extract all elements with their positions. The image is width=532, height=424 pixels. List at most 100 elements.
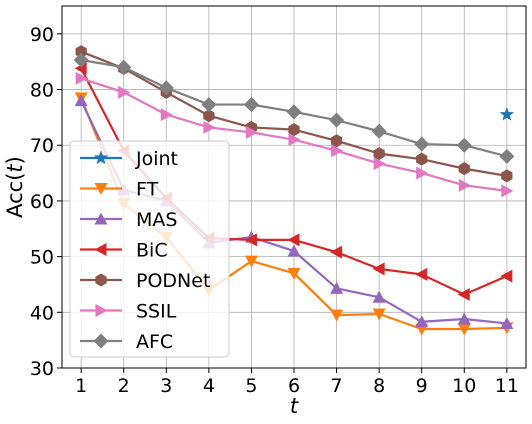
- legend-item-joint: Joint: [80, 148, 178, 170]
- legend-marker-mas: [94, 212, 108, 225]
- data-point-ssil: [245, 125, 258, 139]
- data-point-ft: [287, 267, 301, 280]
- data-point-mas: [287, 244, 301, 257]
- x-tick-label: 7: [331, 375, 343, 397]
- data-point-ssil: [118, 85, 131, 99]
- data-point-ft: [457, 323, 471, 336]
- y-tick-label: 30: [30, 358, 54, 380]
- data-point-ssil: [160, 108, 173, 122]
- y-axis: 30 40 50 60 70 80 90: [30, 24, 62, 380]
- data-point-ssil: [288, 133, 301, 147]
- data-point-afc: [414, 136, 430, 152]
- series-afc: [73, 52, 515, 164]
- data-point-ft: [372, 308, 386, 321]
- x-tick-label: 1: [75, 375, 87, 397]
- data-point-mas: [372, 290, 386, 303]
- legend-label-afc: AFC: [136, 331, 173, 353]
- data-point-ft: [244, 255, 258, 268]
- x-tick-label: 2: [118, 375, 130, 397]
- data-point-afc: [286, 104, 302, 120]
- data-point-podnet: [75, 45, 87, 59]
- data-point-bic: [330, 245, 343, 259]
- x-tick-label: 5: [245, 375, 257, 397]
- legend-marker-podnet: [95, 273, 107, 287]
- data-point-afc: [499, 148, 515, 164]
- x-tick-label: 11: [495, 375, 519, 397]
- data-point-bic: [244, 233, 257, 247]
- data-point-podnet: [373, 147, 385, 161]
- legend-marker-ssil: [95, 304, 108, 317]
- x-tick-label: 8: [373, 375, 385, 397]
- data-point-ssil: [416, 166, 429, 180]
- data-point-ssil: [458, 178, 471, 192]
- data-point-podnet: [288, 123, 300, 137]
- x-tick-label: 3: [160, 375, 172, 397]
- legend-label-ft: FT: [136, 179, 159, 201]
- data-point-bic: [457, 287, 470, 301]
- series-ssil: [75, 71, 514, 198]
- data-point-ssil: [331, 144, 344, 158]
- data-point-podnet: [416, 152, 428, 166]
- legend-item-afc: AFC: [80, 331, 173, 353]
- legend-item-podnet: PODNet: [80, 270, 210, 292]
- data-point-ft: [330, 309, 344, 322]
- data-point-bic: [415, 267, 428, 281]
- y-tick-label: 60: [30, 191, 54, 213]
- y-axis-label-prefix: Acc(: [3, 173, 27, 218]
- legend-marker-joint: [93, 150, 109, 165]
- legend-item-ssil: SSIL: [80, 301, 177, 323]
- legend-frame: [69, 140, 230, 358]
- data-point-podnet: [330, 134, 343, 148]
- data-point-joint: [499, 107, 514, 121]
- y-tick-label: 50: [30, 247, 54, 269]
- data-point-afc: [329, 112, 345, 128]
- y-tick-label: 80: [30, 80, 54, 102]
- legend-item-bic: BiC: [80, 240, 168, 262]
- y-tick-label: 90: [30, 24, 54, 46]
- data-point-podnet: [458, 162, 470, 176]
- y-axis-label-suffix: ): [3, 156, 27, 164]
- data-point-ssil: [75, 71, 88, 85]
- data-point-mas: [74, 94, 88, 107]
- data-point-afc: [456, 137, 472, 153]
- data-point-bic: [500, 269, 513, 283]
- data-point-podnet: [203, 109, 215, 123]
- data-point-bic: [372, 262, 385, 276]
- x-tick-label: 4: [203, 375, 215, 397]
- legend-label-mas: MAS: [136, 209, 177, 231]
- y-axis-label: Acc(t): [3, 156, 27, 218]
- data-point-bic: [74, 61, 87, 75]
- y-tick-label: 40: [30, 302, 54, 324]
- y-tick-label: 70: [30, 135, 54, 157]
- data-point-mas: [415, 315, 429, 328]
- x-tick-label: 6: [288, 375, 300, 397]
- data-point-ssil: [203, 120, 216, 134]
- x-tick-label: 9: [416, 375, 428, 397]
- y-axis-label-variable: t: [3, 164, 27, 173]
- legend-label-joint: Joint: [135, 148, 178, 170]
- legend-item-ft: FT: [80, 179, 159, 201]
- legend-label-ssil: SSIL: [136, 301, 177, 323]
- data-point-bic: [287, 233, 300, 247]
- data-point-mas: [500, 316, 514, 329]
- data-point-ssil: [501, 184, 514, 198]
- legend-marker-afc: [93, 333, 109, 349]
- legend-marker-ft: [94, 183, 108, 195]
- data-point-podnet: [501, 169, 513, 183]
- x-tick-label: 10: [452, 375, 476, 397]
- x-axis: 1 2 3 4 5 6 7 8 9 10 11: [75, 368, 519, 397]
- data-point-afc: [201, 97, 217, 113]
- legend-marker-bic: [94, 243, 107, 256]
- series-podnet: [75, 45, 513, 183]
- legend-item-mas: MAS: [80, 209, 177, 231]
- data-point-afc: [371, 123, 387, 139]
- data-point-afc: [158, 80, 174, 96]
- data-point-mas: [330, 281, 344, 294]
- data-point-afc: [243, 97, 259, 113]
- data-point-afc: [116, 59, 132, 75]
- data-point-afc: [73, 52, 89, 68]
- series-joint: [499, 107, 514, 121]
- data-point-mas: [457, 312, 471, 325]
- legend-label-podnet: PODNet: [136, 270, 210, 292]
